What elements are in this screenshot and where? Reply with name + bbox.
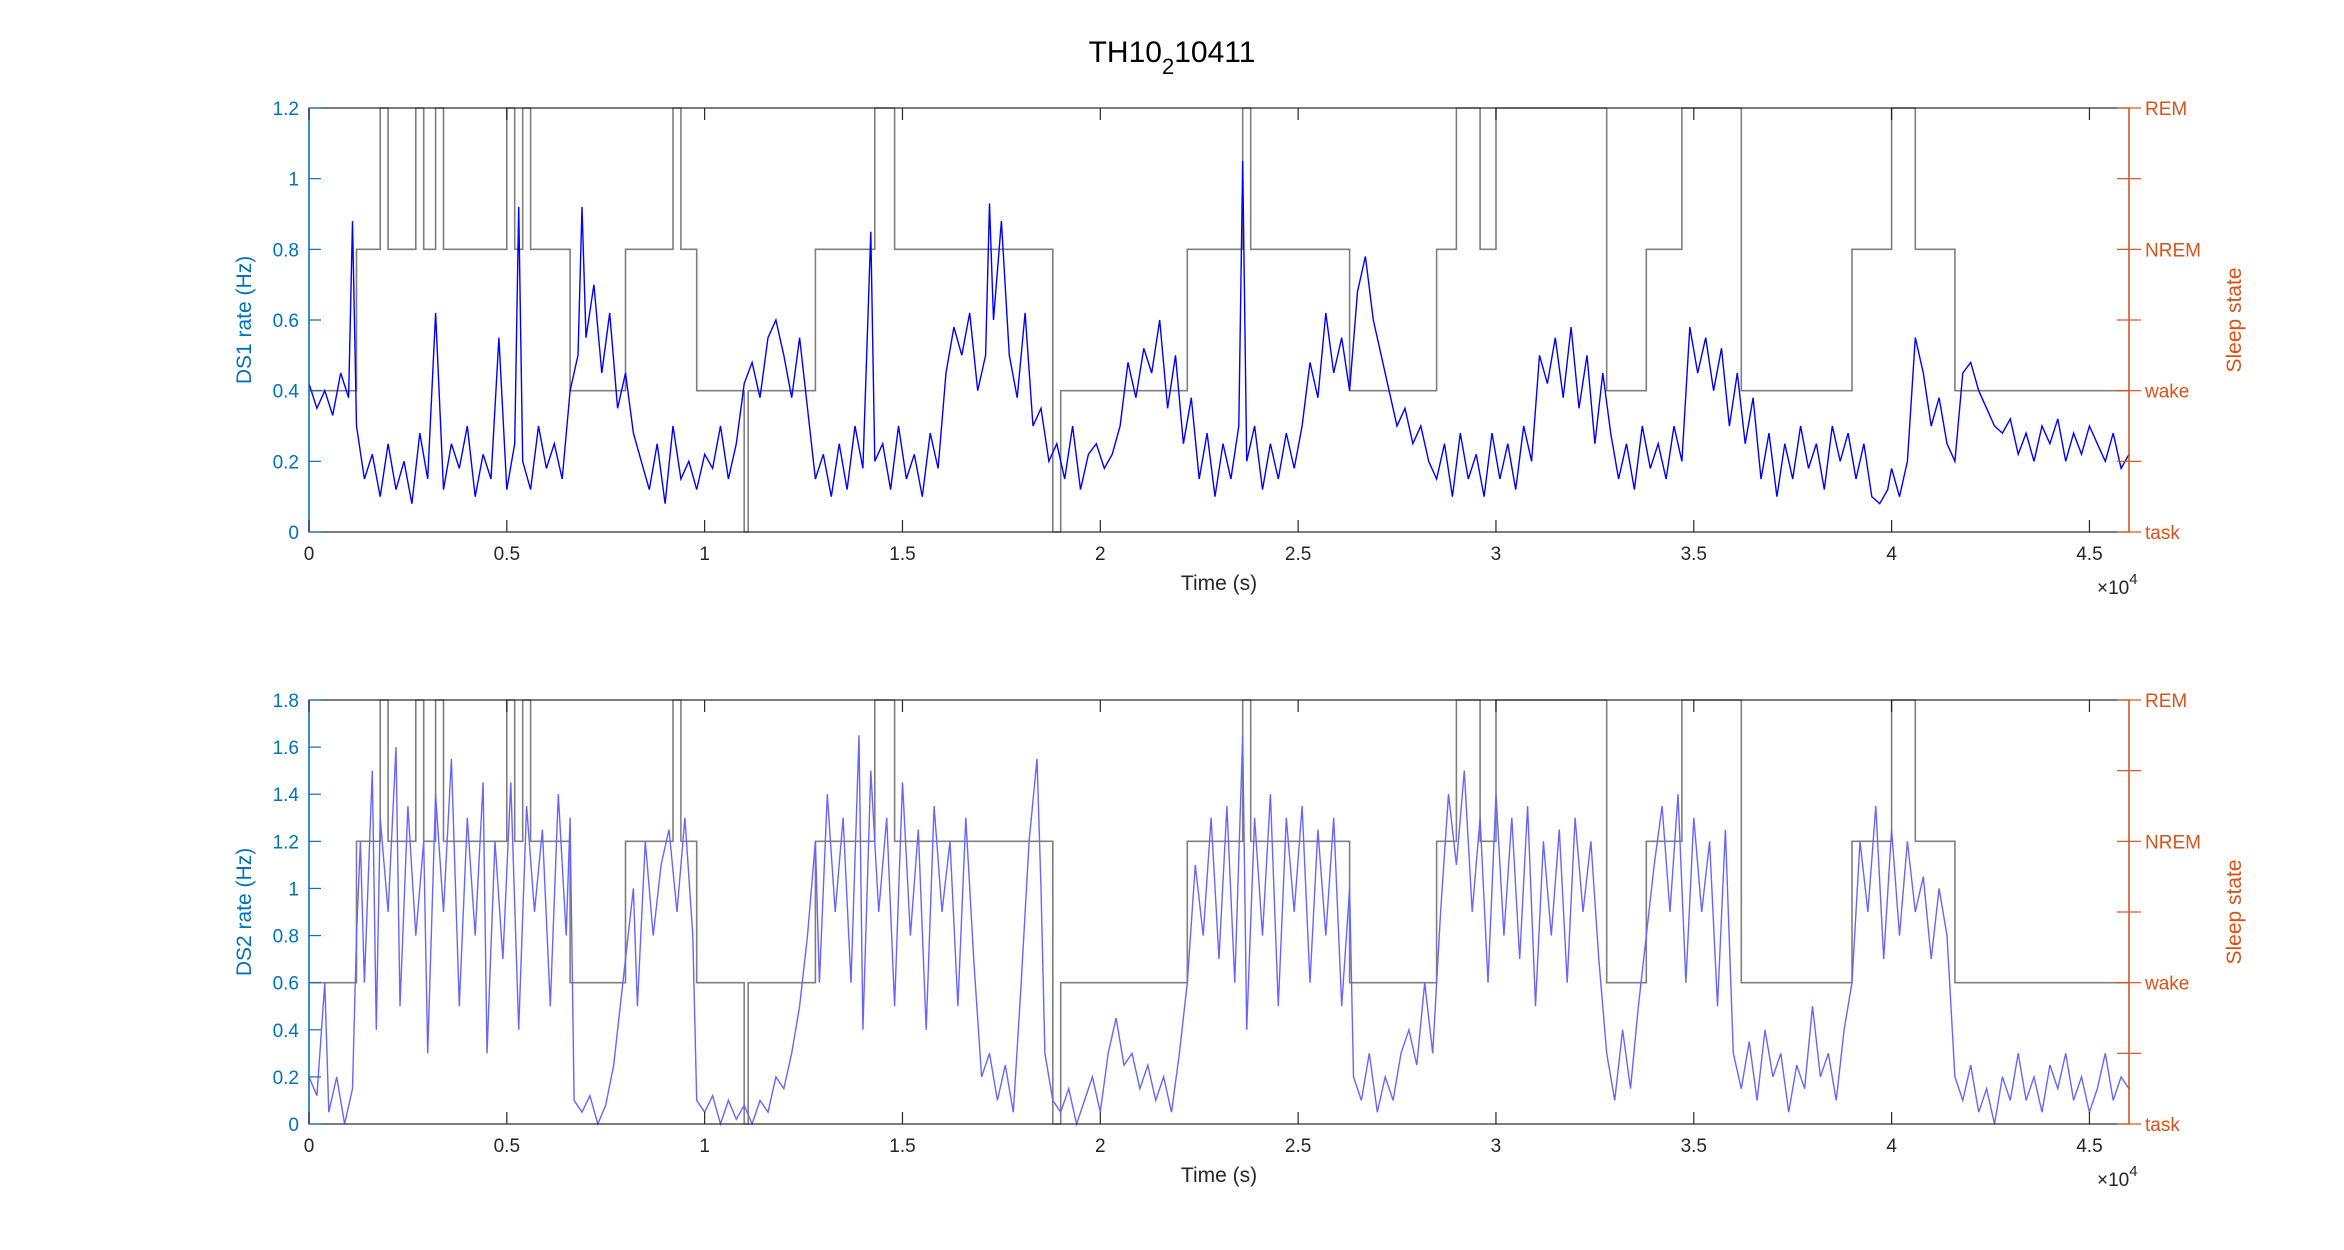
ds1-x-tick-label: 3 bbox=[1491, 544, 1502, 565]
ds1-right-tick-label: wake bbox=[2144, 382, 2189, 403]
ds1-y-tick-label: 0.6 bbox=[273, 311, 299, 332]
ds2-y-tick-label: 0 bbox=[288, 1115, 299, 1136]
ds2-x-exponent: ×104 bbox=[2097, 1163, 2138, 1191]
ds1-y-label: DS1 rate (Hz) bbox=[233, 256, 256, 384]
ds2-right-y-label: Sleep state bbox=[2223, 859, 2246, 964]
ds1-x-tick-label: 3.5 bbox=[1681, 544, 1707, 565]
ds2-rate-trace bbox=[308, 735, 2130, 1127]
ds1-y-tick-label: 0.4 bbox=[273, 382, 300, 403]
ds2-y-tick-label: 0.6 bbox=[273, 974, 299, 995]
ds2-x-tick-label: 3.5 bbox=[1681, 1136, 1707, 1157]
ds2-y-tick-label: 0.2 bbox=[273, 1068, 299, 1089]
ds1-y-tick-label: 0.2 bbox=[273, 452, 299, 473]
ds1-y-tick-label: 1 bbox=[288, 170, 299, 191]
ds2-right-tick-label: task bbox=[2145, 1115, 2180, 1136]
ds2-y-tick-label: 1.6 bbox=[273, 738, 299, 759]
ds1-x-tick-label: 1 bbox=[699, 544, 710, 565]
ds1-right-y-label: Sleep state bbox=[2223, 267, 2246, 372]
ds1-y-tick-label: 0 bbox=[288, 523, 299, 544]
ds1-x-tick-label: 1.5 bbox=[889, 544, 915, 565]
ds1-x-tick-label: 0.5 bbox=[494, 544, 520, 565]
ds2-x-tick-label: 2 bbox=[1095, 1136, 1106, 1157]
ds1-y-tick-label: 1.2 bbox=[273, 99, 299, 120]
ds2-x-tick-label: 1.5 bbox=[889, 1136, 915, 1157]
ds2-y-tick-label: 1.2 bbox=[273, 832, 299, 853]
ds2-right-tick-label: REM bbox=[2145, 691, 2187, 712]
ds2-y-tick-label: 0.8 bbox=[273, 927, 299, 948]
ds2-y-tick-label: 0.4 bbox=[273, 1021, 300, 1042]
ds1-x-label: Time (s) bbox=[1181, 572, 1257, 595]
ds2-right-tick-label: wake bbox=[2144, 974, 2189, 995]
ds2-right-tick-label: NREM bbox=[2145, 832, 2201, 853]
ds1-x-tick-label: 0 bbox=[304, 544, 315, 565]
ds2-x-tick-label: 1 bbox=[699, 1136, 710, 1157]
ds2-x-tick-label: 2.5 bbox=[1285, 1136, 1311, 1157]
ds1-x-tick-label: 2.5 bbox=[1285, 544, 1311, 565]
ds2-panel: 0 0.5 1 1.5 2 2.5 3 3.5 4 4.5 0 0.2 0.4 0.6 0.8 1 1.2 1.4… bbox=[233, 691, 2246, 1191]
ds2-x-tick-label: 0.5 bbox=[494, 1136, 520, 1157]
figure-title: TH10210411 bbox=[1089, 36, 1256, 79]
ds2-y-tick-label: 1.4 bbox=[273, 785, 300, 806]
ds1-panel: 0 0.5 1 1.5 2 2.5 3 3.5 4 4.5 0 0.2 0.4 0.6 0.8 1 1.2 tas… bbox=[233, 99, 2246, 599]
ds2-x-tick-label: 3 bbox=[1491, 1136, 1502, 1157]
ds1-y-tick-label: 0.8 bbox=[273, 240, 299, 261]
ds2-x-tick-label: 4.5 bbox=[2076, 1136, 2102, 1157]
ds1-rate-trace bbox=[308, 160, 2130, 505]
ds2-x-tick-label: 4 bbox=[1886, 1136, 1897, 1157]
ds1-right-tick-label: task bbox=[2145, 523, 2180, 544]
ds1-x-tick-label: 2 bbox=[1095, 544, 1106, 565]
ds1-right-tick-label: NREM bbox=[2145, 240, 2201, 261]
ds1-x-tick-label: 4 bbox=[1886, 544, 1897, 565]
ds2-y-tick-label: 1.8 bbox=[273, 691, 299, 712]
ds2-y-tick-label: 1 bbox=[288, 879, 299, 900]
ds2-x-label: Time (s) bbox=[1181, 1164, 1257, 1187]
ds2-x-tick-label: 0 bbox=[304, 1136, 315, 1157]
ds2-y-label: DS2 rate (Hz) bbox=[233, 848, 256, 976]
ds1-x-exponent: ×104 bbox=[2097, 571, 2138, 599]
ds1-x-tick-label: 4.5 bbox=[2076, 544, 2102, 565]
ds1-right-tick-label: REM bbox=[2145, 99, 2187, 120]
